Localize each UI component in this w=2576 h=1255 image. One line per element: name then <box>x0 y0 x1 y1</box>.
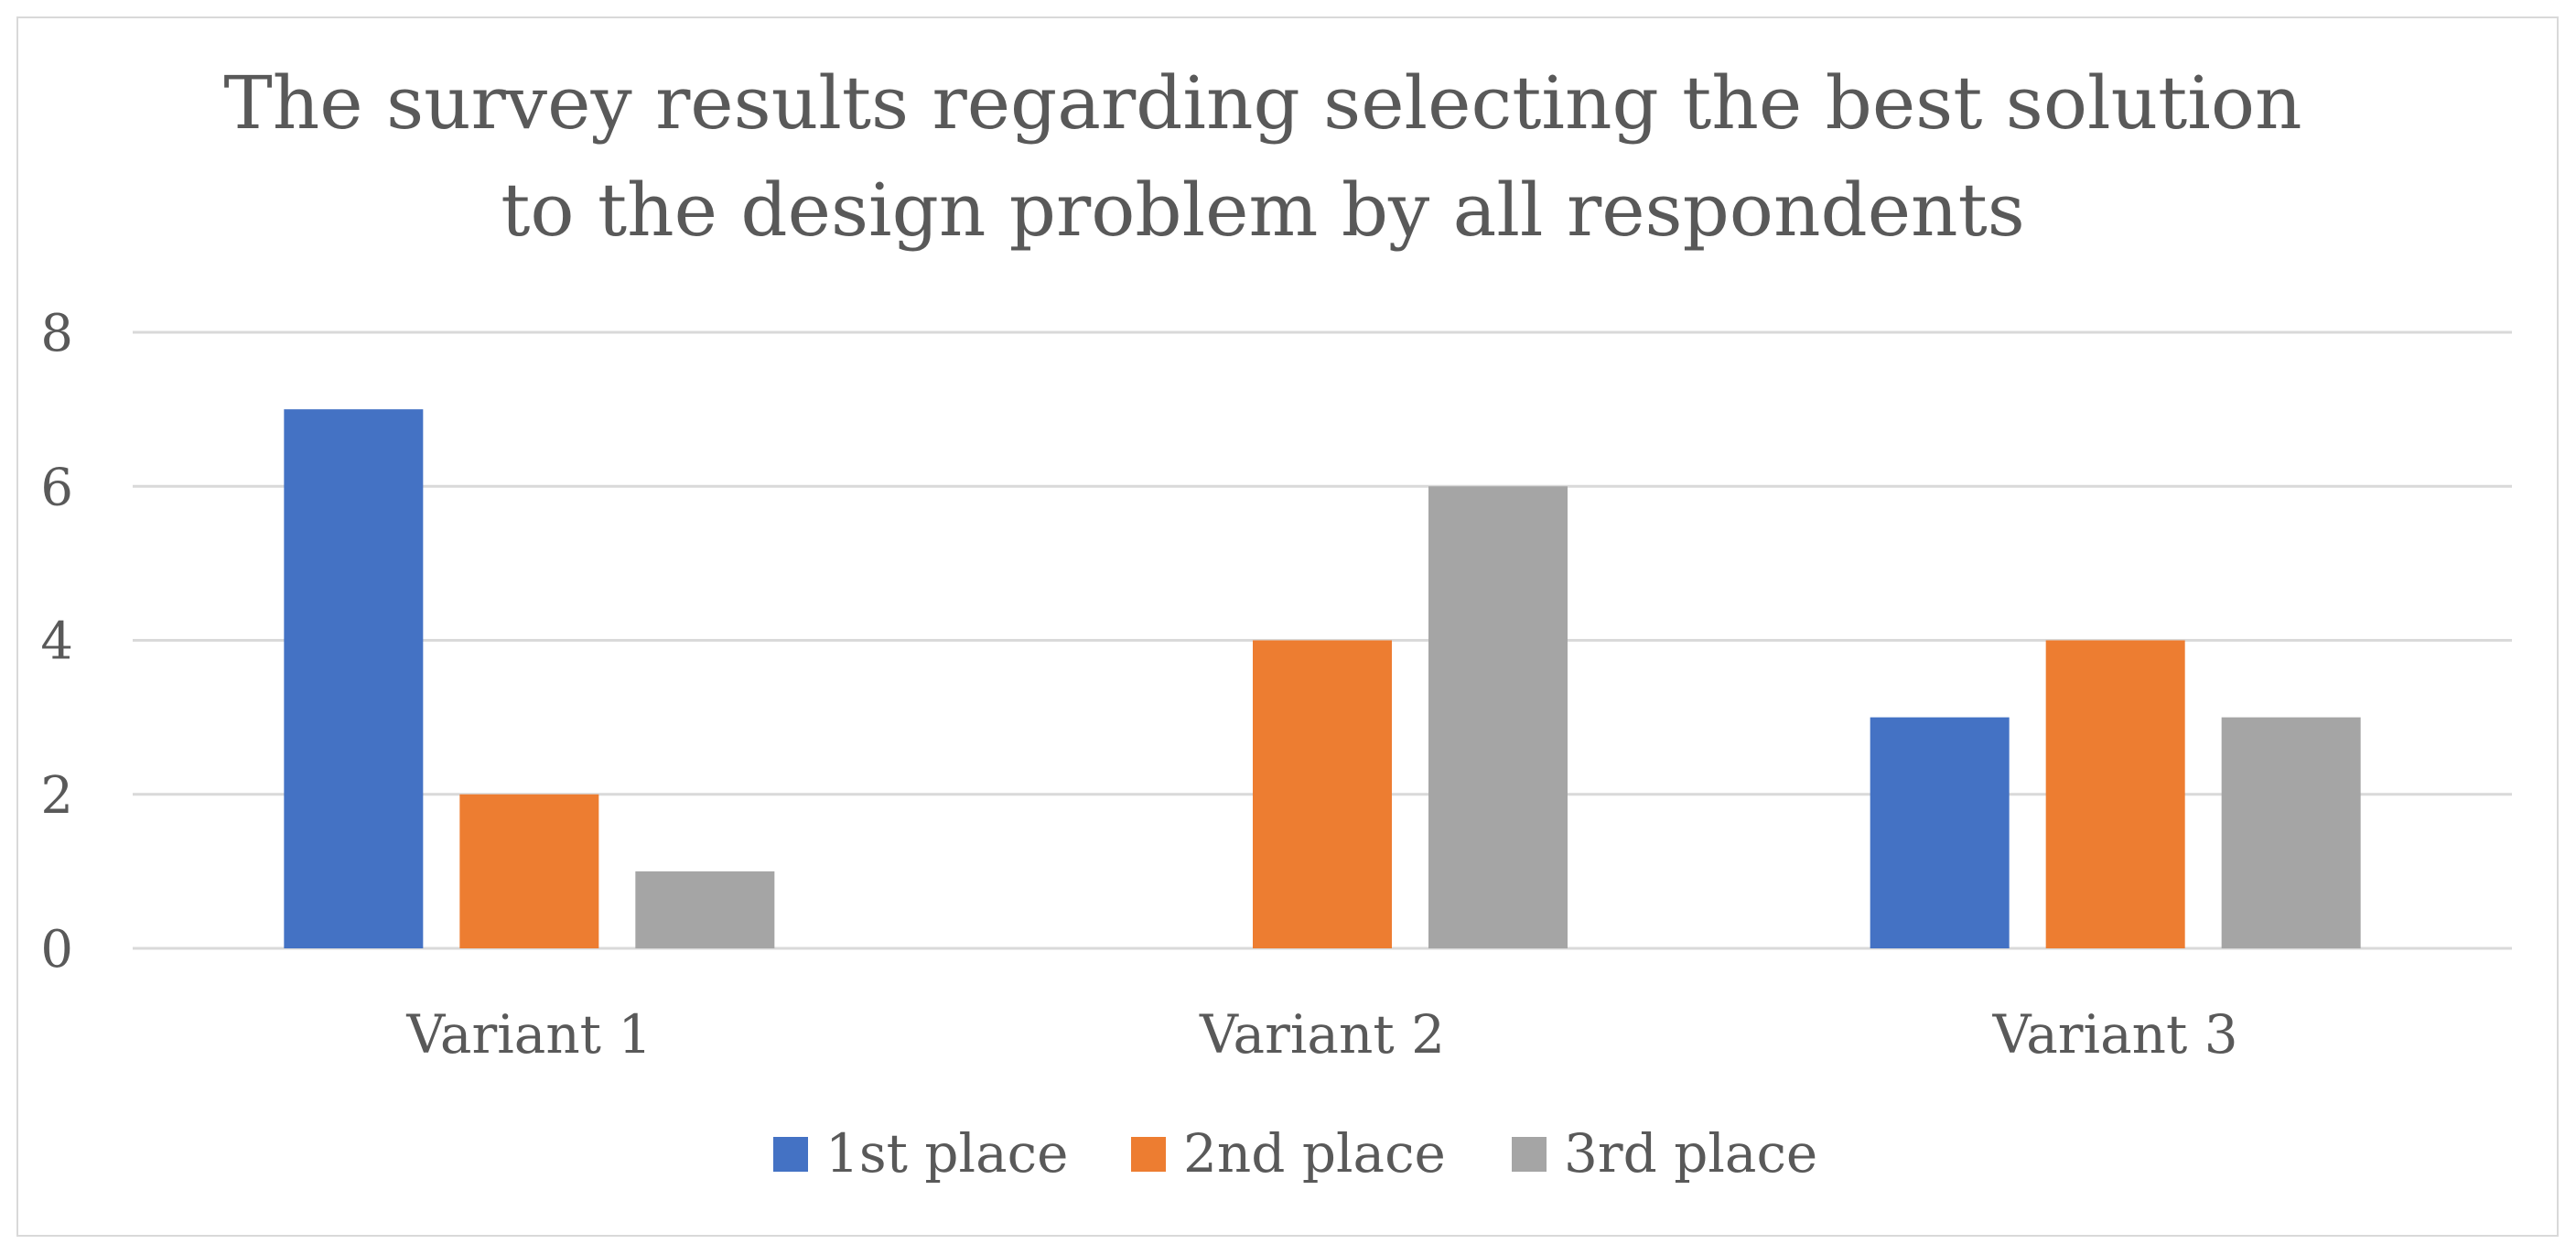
y-tick-label: 8 <box>40 304 73 363</box>
legend-label: 3rd place <box>1564 1122 1817 1185</box>
bars <box>284 409 2361 948</box>
legend-item: 3rd place <box>1512 1122 1817 1185</box>
y-tick-label: 4 <box>40 612 73 672</box>
legend: 1st place 2nd place 3rd place <box>773 1122 1817 1185</box>
chart-title-line-2: to the design problem by all respondents <box>501 168 2025 253</box>
legend-swatch <box>1512 1137 1547 1172</box>
legend-label: 1st place <box>825 1122 1068 1185</box>
y-tick-label: 6 <box>40 458 73 517</box>
chart-frame <box>16 16 2559 1237</box>
bar-3rd-place-variant-2 <box>1428 486 1568 948</box>
legend-item: 1st place <box>773 1122 1068 1185</box>
y-axis-tick-labels: 0 2 4 6 8 <box>40 304 73 979</box>
bar-1st-place-variant-3 <box>1870 717 2010 948</box>
legend-swatch <box>773 1137 808 1172</box>
bar-2nd-place-variant-2 <box>1253 640 1392 948</box>
x-category-label: Variant 1 <box>405 1003 652 1066</box>
bar-2nd-place-variant-1 <box>459 794 599 948</box>
legend-swatch <box>1131 1137 1166 1172</box>
bar-1st-place-variant-1 <box>284 409 424 948</box>
chart-title-line-1: The survey results regarding selecting t… <box>223 60 2301 146</box>
bar-3rd-place-variant-1 <box>635 871 775 948</box>
bar-3rd-place-variant-3 <box>2221 717 2361 948</box>
x-category-label: Variant 2 <box>1199 1003 1445 1066</box>
bar-2nd-place-variant-3 <box>2045 640 2185 948</box>
chart-title: The survey results regarding selecting t… <box>223 60 2301 253</box>
x-category-label: Variant 3 <box>1992 1003 2238 1066</box>
legend-item: 2nd place <box>1131 1122 1446 1185</box>
y-tick-label: 0 <box>40 920 73 979</box>
x-axis-category-labels: Variant 1 Variant 2 Variant 3 <box>405 1003 2237 1066</box>
y-tick-label: 2 <box>40 766 73 826</box>
legend-label: 2nd place <box>1183 1122 1446 1185</box>
